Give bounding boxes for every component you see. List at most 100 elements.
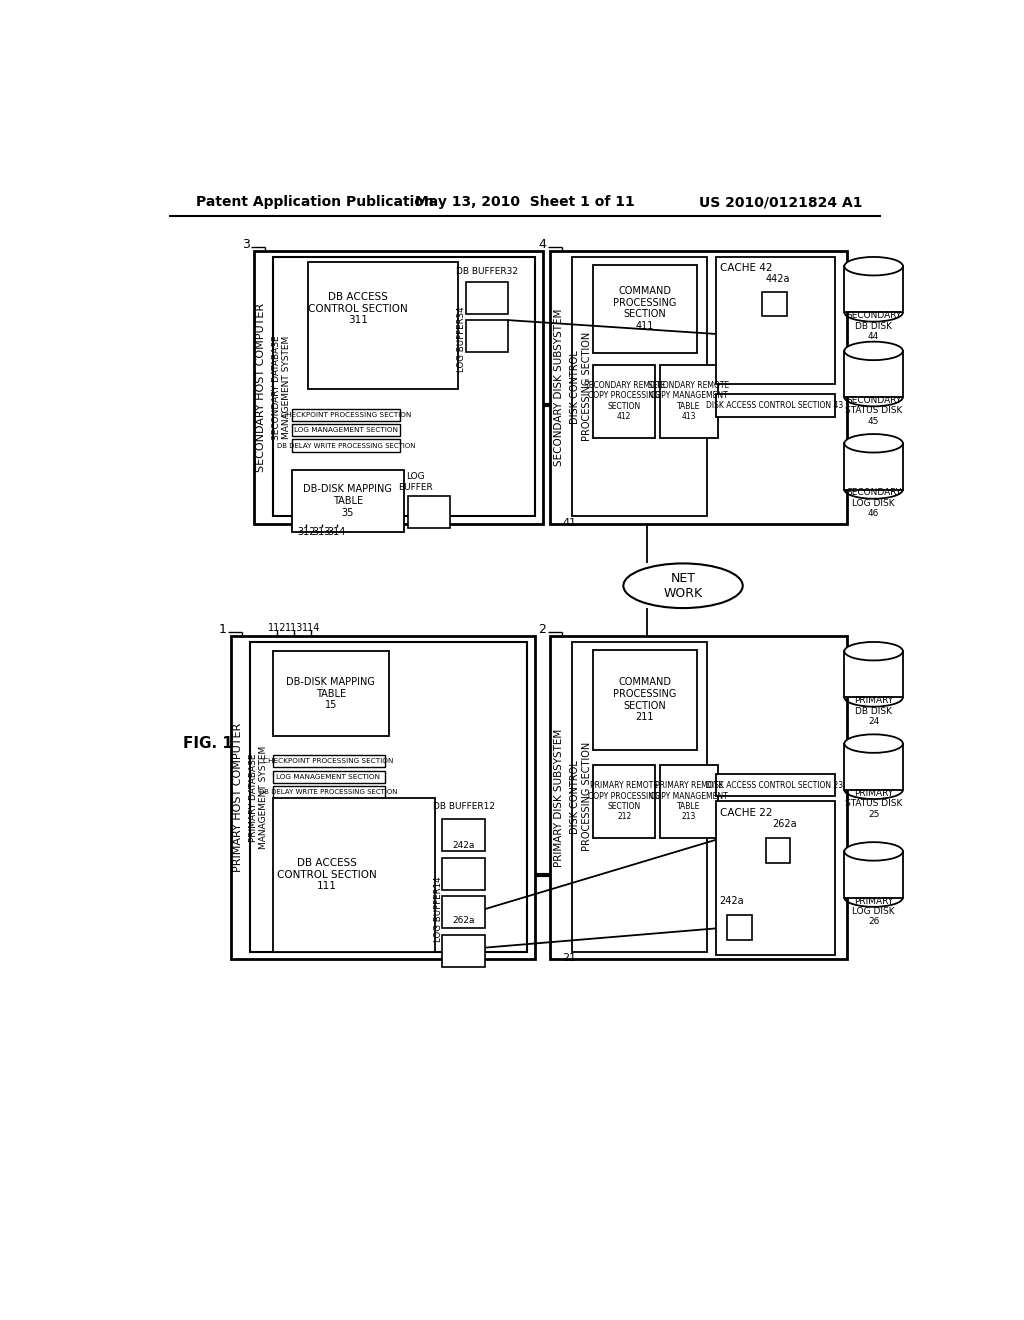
Text: 113: 113 xyxy=(285,623,303,634)
Ellipse shape xyxy=(624,564,742,609)
FancyBboxPatch shape xyxy=(716,801,836,956)
Text: SECONDARY
STATUS DISK
45: SECONDARY STATUS DISK 45 xyxy=(845,396,902,426)
Text: PRIMARY DATABASE
MANAGEMENT SYSTEM: PRIMARY DATABASE MANAGEMENT SYSTEM xyxy=(249,746,268,849)
Text: US 2010/0121824 A1: US 2010/0121824 A1 xyxy=(698,195,862,210)
Text: 21: 21 xyxy=(562,953,577,962)
Text: 242a: 242a xyxy=(452,841,474,850)
FancyBboxPatch shape xyxy=(716,775,836,796)
Text: DB-DISK MAPPING
TABLE
35: DB-DISK MAPPING TABLE 35 xyxy=(303,484,392,517)
Text: 312: 312 xyxy=(297,527,315,537)
Text: Patent Application Publication: Patent Application Publication xyxy=(196,195,434,210)
Text: 1: 1 xyxy=(219,623,226,636)
Text: DISK CONTROL
PROCESSING SECTION: DISK CONTROL PROCESSING SECTION xyxy=(570,742,592,851)
FancyBboxPatch shape xyxy=(866,440,881,447)
FancyBboxPatch shape xyxy=(254,251,543,524)
Text: PRIMARY
DB DISK
24: PRIMARY DB DISK 24 xyxy=(854,697,893,726)
Text: SECONDARY REMOTE
COPY PROCESSING
SECTION
412: SECONDARY REMOTE COPY PROCESSING SECTION… xyxy=(584,381,665,421)
Text: SECONDARY HOST COMPUTER: SECONDARY HOST COMPUTER xyxy=(256,302,266,473)
Text: LOG BUFFER14: LOG BUFFER14 xyxy=(434,876,443,942)
FancyBboxPatch shape xyxy=(273,785,385,799)
Text: LOG MANAGEMENT SECTION: LOG MANAGEMENT SECTION xyxy=(294,428,398,433)
Text: CHECKPOINT PROCESSING SECTION: CHECKPOINT PROCESSING SECTION xyxy=(281,412,412,418)
FancyBboxPatch shape xyxy=(866,741,881,747)
Text: SECONDARY REMOTE
COPY MANAGEMENT
TABLE
413: SECONDARY REMOTE COPY MANAGEMENT TABLE 4… xyxy=(648,381,729,421)
FancyBboxPatch shape xyxy=(845,651,903,697)
FancyBboxPatch shape xyxy=(292,424,400,437)
Text: CACHE 22: CACHE 22 xyxy=(720,808,772,817)
Text: 112: 112 xyxy=(267,623,286,634)
Text: FIG. 1: FIG. 1 xyxy=(183,737,232,751)
Text: 242a: 242a xyxy=(720,896,744,907)
FancyBboxPatch shape xyxy=(716,257,836,384)
Text: PRIMARY DISK SUBSYSTEM: PRIMARY DISK SUBSYSTEM xyxy=(554,729,564,867)
FancyBboxPatch shape xyxy=(292,470,403,532)
Text: LOG
BUFFER: LOG BUFFER xyxy=(398,473,433,491)
FancyBboxPatch shape xyxy=(273,651,388,737)
Text: SECONDARY
LOG DISK
46: SECONDARY LOG DISK 46 xyxy=(846,488,901,519)
FancyBboxPatch shape xyxy=(866,347,881,355)
Text: 313: 313 xyxy=(312,527,331,537)
FancyBboxPatch shape xyxy=(845,267,903,313)
Text: CACHE 42: CACHE 42 xyxy=(720,263,772,273)
FancyBboxPatch shape xyxy=(845,444,903,490)
Text: PRIMARY REMOTE
COPY PROCESSING
SECTION
212: PRIMARY REMOTE COPY PROCESSING SECTION 2… xyxy=(588,781,660,821)
Text: DISK CONTROL
PROCESSING SECTION: DISK CONTROL PROCESSING SECTION xyxy=(570,333,592,441)
FancyBboxPatch shape xyxy=(273,797,435,952)
FancyBboxPatch shape xyxy=(716,395,836,417)
Ellipse shape xyxy=(845,842,903,861)
Text: 3: 3 xyxy=(242,238,250,251)
Text: DB BUFFER32: DB BUFFER32 xyxy=(456,267,518,276)
Text: 262a: 262a xyxy=(452,916,474,925)
Text: NET
WORK: NET WORK xyxy=(664,572,702,599)
Text: COMMAND
PROCESSING
SECTION
411: COMMAND PROCESSING SECTION 411 xyxy=(613,286,677,331)
Text: 114: 114 xyxy=(301,623,319,634)
FancyBboxPatch shape xyxy=(273,771,385,783)
FancyBboxPatch shape xyxy=(273,755,385,767)
FancyBboxPatch shape xyxy=(230,636,535,960)
Text: COMMAND
PROCESSING
SECTION
211: COMMAND PROCESSING SECTION 211 xyxy=(613,677,677,722)
Text: DISK ACCESS CONTROL SECTION 23: DISK ACCESS CONTROL SECTION 23 xyxy=(707,780,844,789)
Text: PRIMARY
STATUS DISK
25: PRIMARY STATUS DISK 25 xyxy=(845,789,902,818)
Text: PRIMARY
LOG DISK
26: PRIMARY LOG DISK 26 xyxy=(852,896,895,927)
Ellipse shape xyxy=(845,257,903,276)
Text: PRIMARY HOST COMPUTER: PRIMARY HOST COMPUTER xyxy=(233,723,244,873)
Text: 442a: 442a xyxy=(765,273,790,284)
Text: DB-DISK MAPPING
TABLE
15: DB-DISK MAPPING TABLE 15 xyxy=(287,677,375,710)
Text: SECONDARY
DB DISK
44: SECONDARY DB DISK 44 xyxy=(846,312,901,341)
FancyBboxPatch shape xyxy=(442,818,484,851)
FancyBboxPatch shape xyxy=(593,766,655,838)
FancyBboxPatch shape xyxy=(660,364,718,438)
FancyBboxPatch shape xyxy=(292,440,400,451)
FancyBboxPatch shape xyxy=(442,858,484,890)
FancyBboxPatch shape xyxy=(408,496,451,528)
FancyBboxPatch shape xyxy=(766,838,791,863)
Text: May 13, 2010  Sheet 1 of 11: May 13, 2010 Sheet 1 of 11 xyxy=(415,195,635,210)
FancyBboxPatch shape xyxy=(762,292,786,317)
Text: LOG MANAGEMENT SECTION: LOG MANAGEMENT SECTION xyxy=(276,774,381,780)
FancyBboxPatch shape xyxy=(571,257,707,516)
Ellipse shape xyxy=(845,342,903,360)
FancyBboxPatch shape xyxy=(593,264,697,354)
FancyBboxPatch shape xyxy=(593,649,697,750)
FancyBboxPatch shape xyxy=(307,263,458,389)
FancyBboxPatch shape xyxy=(550,251,847,524)
Text: DB DELAY WRITE PROCESSING SECTION: DB DELAY WRITE PROCESSING SECTION xyxy=(276,442,416,449)
FancyBboxPatch shape xyxy=(845,351,903,397)
Ellipse shape xyxy=(845,642,903,660)
FancyBboxPatch shape xyxy=(466,281,508,314)
Text: DISK ACCESS CONTROL SECTION 43: DISK ACCESS CONTROL SECTION 43 xyxy=(707,401,844,411)
Text: DB ACCESS
CONTROL SECTION
311: DB ACCESS CONTROL SECTION 311 xyxy=(308,292,408,325)
FancyBboxPatch shape xyxy=(442,896,484,928)
FancyBboxPatch shape xyxy=(727,915,752,940)
Text: PRIMARY REMOTE
COPY MANAGEMENT
TABLE
213: PRIMARY REMOTE COPY MANAGEMENT TABLE 213 xyxy=(650,781,728,821)
FancyBboxPatch shape xyxy=(571,642,707,952)
Text: 314: 314 xyxy=(328,527,346,537)
FancyBboxPatch shape xyxy=(866,263,881,269)
Ellipse shape xyxy=(845,434,903,453)
Text: 262a: 262a xyxy=(773,820,798,829)
FancyBboxPatch shape xyxy=(660,766,718,838)
Text: DB ACCESS
CONTROL SECTION
111: DB ACCESS CONTROL SECTION 111 xyxy=(278,858,377,891)
Text: DB DELAY WRITE PROCESSING SECTION: DB DELAY WRITE PROCESSING SECTION xyxy=(259,789,397,795)
FancyBboxPatch shape xyxy=(845,851,903,898)
Ellipse shape xyxy=(845,734,903,752)
